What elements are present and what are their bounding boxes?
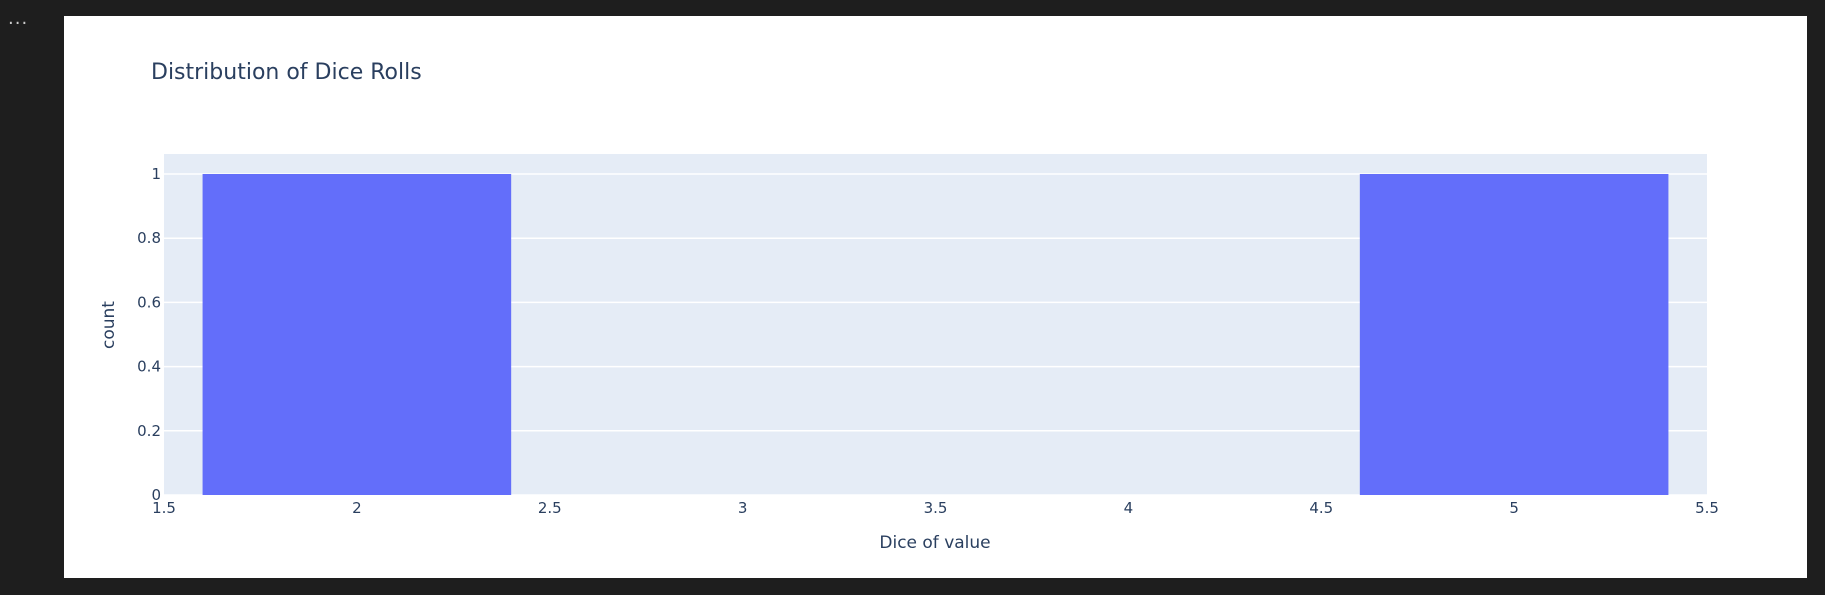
bar[interactable] — [1359, 174, 1669, 495]
y-axis-title: count — [99, 301, 119, 349]
x-tick-label: 2 — [352, 499, 362, 517]
y-tick-label: 0.2 — [137, 422, 161, 440]
x-tick-label: 5.5 — [1695, 499, 1719, 517]
bar[interactable] — [202, 174, 512, 495]
bars — [202, 174, 1669, 495]
chart-title: Distribution of Dice Rolls — [151, 60, 422, 85]
x-tick-label: 2.5 — [538, 499, 562, 517]
bar-chart: Distribution of Dice Rolls 1.5 2 2.5 3 3.5 4 4… — [99, 60, 1719, 553]
y-tick-label: 0.6 — [137, 293, 161, 311]
x-tick-label: 3 — [738, 499, 748, 517]
y-tick-label: 0 — [151, 486, 161, 504]
x-tick-label: 1.5 — [152, 499, 176, 517]
cell-menu-icon[interactable]: ... — [8, 8, 29, 29]
y-axis-ticks: 0 0.2 0.4 0.6 0.8 1 — [137, 165, 161, 504]
y-tick-label: 0.8 — [137, 229, 161, 247]
x-tick-label: 5 — [1509, 499, 1519, 517]
x-axis-ticks: 1.5 2 2.5 3 3.5 4 4.5 5 5.5 — [152, 499, 1719, 517]
x-tick-label: 4 — [1124, 499, 1134, 517]
x-tick-label: 3.5 — [924, 499, 948, 517]
x-tick-label: 4.5 — [1309, 499, 1333, 517]
x-axis-title: Dice of value — [879, 533, 990, 553]
chart-container: Distribution of Dice Rolls 1.5 2 2.5 3 3.5 4 4… — [64, 16, 1807, 578]
y-tick-label: 1 — [151, 165, 161, 183]
y-tick-label: 0.4 — [137, 358, 161, 376]
